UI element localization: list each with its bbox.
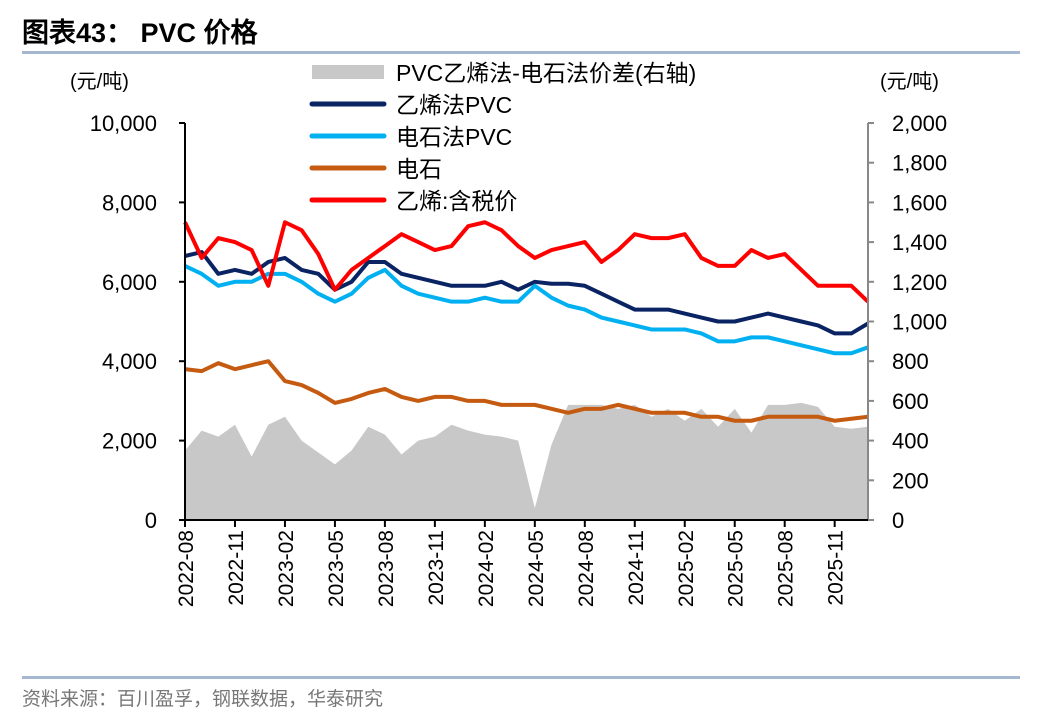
left-tick-label: 2,000 — [102, 429, 157, 454]
left-tick-label: 6,000 — [102, 270, 157, 295]
right-tick-label: 600 — [892, 389, 929, 414]
title-divider — [22, 51, 1020, 54]
right-tick-label: 400 — [892, 429, 929, 454]
x-tick-label: 2025-08 — [775, 530, 798, 607]
series-line-4 — [183, 220, 870, 304]
x-tick-label: 2025-02 — [675, 530, 698, 607]
right-tick-label: 0 — [892, 508, 904, 533]
right-tick-label: 1,000 — [892, 310, 947, 335]
right-axis-unit: (元/吨) — [880, 70, 939, 93]
series-line-2 — [184, 264, 869, 356]
legend-swatch-area — [312, 65, 384, 79]
right-tick-label: 1,600 — [892, 190, 947, 215]
left-tick-label: 0 — [145, 508, 157, 533]
source-divider — [22, 676, 1020, 679]
series-line-3 — [184, 359, 869, 423]
right-tick-label: 800 — [892, 349, 929, 374]
x-tick-label: 2025-05 — [725, 530, 748, 607]
x-tick-label: 2022-11 — [225, 530, 248, 606]
x-tick-label: 2022-08 — [175, 530, 198, 607]
x-tick-label: 2023-05 — [325, 530, 348, 607]
right-tick-label: 2,000 — [892, 111, 947, 136]
x-tick-label: 2023-02 — [275, 530, 298, 607]
right-tick-label: 1,400 — [892, 230, 947, 255]
left-tick-label: 8,000 — [102, 190, 157, 215]
x-tick-label: 2024-08 — [575, 530, 598, 607]
source-note: 资料来源：百川盈孚，钢联数据，华泰研究 — [22, 688, 383, 710]
series-area-price-spread — [185, 402, 868, 520]
right-tick-label: 1,800 — [892, 151, 947, 176]
left-axis-unit: (元/吨) — [70, 70, 129, 93]
chart-title: 图表43： PVC 价格 — [22, 18, 259, 48]
legend-label: 电石 — [396, 156, 442, 182]
left-tick-label: 10,000 — [90, 111, 157, 136]
x-tick-label: 2023-08 — [375, 530, 398, 607]
series-line-1 — [184, 250, 870, 336]
x-tick-label: 2025-11 — [825, 530, 848, 606]
legend-label: 乙烯法PVC — [396, 92, 512, 118]
right-tick-label: 1,200 — [892, 270, 947, 295]
x-tick-label: 2024-05 — [525, 530, 548, 607]
right-tick-label: 200 — [892, 468, 929, 493]
legend-label: 乙烯:含税价 — [396, 188, 517, 214]
x-tick-label: 2024-02 — [475, 530, 498, 607]
x-tick-label: 2023-11 — [425, 530, 448, 606]
legend-label: PVC乙烯法-电石法价差(右轴) — [396, 60, 696, 86]
legend-label: 电石法PVC — [396, 124, 512, 150]
left-tick-label: 4,000 — [102, 349, 157, 374]
x-tick-label: 2024-11 — [625, 530, 648, 606]
